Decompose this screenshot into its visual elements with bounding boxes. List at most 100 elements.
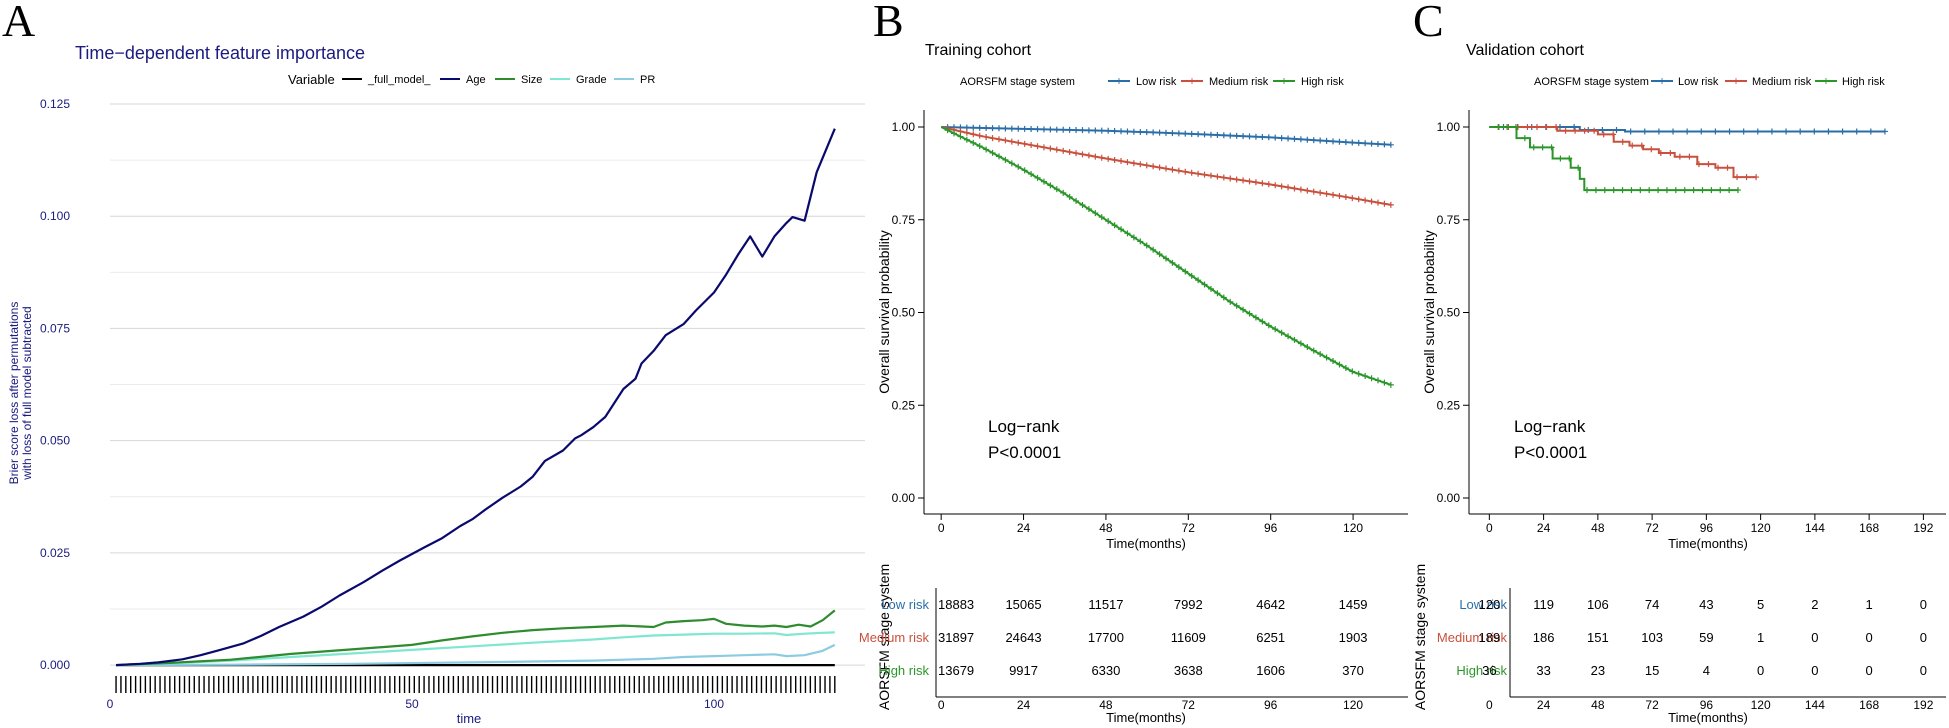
censor-mark-high [1619,187,1626,194]
x-tick-label: 120 [1343,521,1363,535]
censor-mark-low [963,124,970,131]
censor-mark-high [1246,310,1253,317]
panel-a-x-tick-label: 50 [405,697,419,711]
censor-mark-low [1227,132,1234,139]
risk-cell: 0 [1811,663,1818,678]
censor-mark-low [1797,128,1804,135]
censor-mark-high [1124,230,1131,237]
risk-cell: 18883 [938,597,974,612]
censor-mark-high [1521,135,1528,142]
risk-time-label: 168 [1859,698,1879,712]
censor-mark-high [1708,187,1715,194]
censor-mark-medium [1015,139,1022,146]
panel-b-legend-mark-medium: + [1188,74,1195,88]
censor-mark-medium [1368,198,1375,205]
censor-mark-medium [1553,124,1560,130]
censor-mark-high [976,143,983,150]
censor-mark-medium [1163,165,1169,172]
censor-mark-high [1118,226,1125,233]
censor-mark-medium [983,133,990,140]
censor-mark-medium [1724,164,1731,171]
x-tick-label: 24 [1537,521,1551,535]
censor-mark-medium [1118,158,1125,165]
censor-mark-medium [1686,153,1693,160]
censor-mark-low [1336,138,1343,145]
censor-mark-medium [1667,149,1674,156]
legend-label-full-model: _full_model_ [367,74,431,86]
censor-mark-medium [1753,174,1760,181]
risk-row-label-medium: Medium risk [859,630,930,645]
censor-mark-high [1278,329,1285,336]
risk-cell: 3638 [1174,663,1203,678]
panel-a-y-axis-label-line2: with loss of full model subtracted [20,306,34,480]
panel-c-risk-table-x-axis-label: Time(months) [1668,710,1748,725]
censor-mark-high [1317,351,1324,358]
panel-a-rug [115,676,836,693]
censor-mark-low [1599,126,1606,133]
y-tick-label: 1.00 [892,120,916,134]
y-tick-label: 0.00 [1437,491,1461,505]
panel-b-p-value: P<0.0001 [988,443,1061,462]
panel-c-legend: AORSFM stage system + Low risk + Medium … [1534,74,1885,88]
censor-mark-high [963,136,970,143]
censor-mark-low [1330,138,1337,145]
censor-mark-medium [995,136,1002,143]
censor-mark-low [1317,137,1324,144]
censor-mark-low [1188,130,1195,137]
panel-a-title: Time−dependent feature importance [75,43,365,63]
risk-row-label-low: Low risk [881,597,929,612]
series-line-pr [115,643,836,667]
censor-mark-medium [1265,181,1272,188]
censor-mark-low [995,125,1002,132]
censor-mark-high [1092,210,1099,217]
panel-a-gridlines [110,103,865,666]
censor-mark-medium [1524,124,1531,130]
risk-row-label-high: High risk [1456,663,1507,678]
censor-mark-low [1002,125,1009,132]
censor-mark-high [1182,268,1189,275]
panel-a-x-tick-label: 0 [107,697,114,711]
risk-cell: 120 [1478,597,1500,612]
censor-mark-low [1783,128,1790,135]
censor-mark-medium [1008,138,1015,145]
censor-mark-medium [1060,147,1067,154]
censor-mark-medium [1330,191,1337,198]
censor-mark-medium [1124,159,1131,166]
censor-mark-low [1220,132,1227,139]
censor-mark-medium [1240,177,1247,184]
risk-row-label-medium: Medium risk [1437,630,1508,645]
censor-mark-medium [1201,171,1208,178]
risk-cell: 1606 [1256,663,1285,678]
y-tick-label: 0.50 [892,306,916,320]
risk-cell: 43 [1699,597,1713,612]
panel-c-title: Validation cohort [1466,42,1585,59]
panel-c-logrank-label: Log−rank [1514,417,1586,436]
risk-cell: 6251 [1256,630,1285,645]
censor-mark-high [1310,347,1317,354]
censor-mark-high [1735,187,1742,194]
censor-mark-low [1839,128,1846,135]
censor-mark-low [1291,135,1298,142]
censor-mark-high [970,139,977,146]
censor-mark-medium [1156,164,1163,171]
censor-mark-high [1530,144,1537,151]
panel-a-y-tick-label: 0.075 [40,321,70,335]
censor-mark-medium [1105,155,1112,162]
panel-c-x-axis-label: Time(months) [1668,536,1748,551]
censor-mark-high [1053,186,1060,193]
censor-mark-medium [1111,156,1118,163]
panel-a-x-axis-label: time [457,711,482,726]
censor-mark-high [1717,187,1724,194]
censor-mark-medium [1220,174,1227,181]
risk-cell: 59 [1699,630,1713,645]
censor-mark-low [1156,129,1163,136]
censor-mark-high [1195,277,1202,284]
censor-mark-medium [1040,144,1047,151]
risk-time-label: 120 [1751,698,1771,712]
censor-mark-low [1825,128,1832,135]
censor-mark-high [1143,242,1150,249]
censor-mark-medium [1638,142,1645,149]
censor-mark-medium [1188,169,1195,176]
censor-mark-low [1627,128,1634,135]
